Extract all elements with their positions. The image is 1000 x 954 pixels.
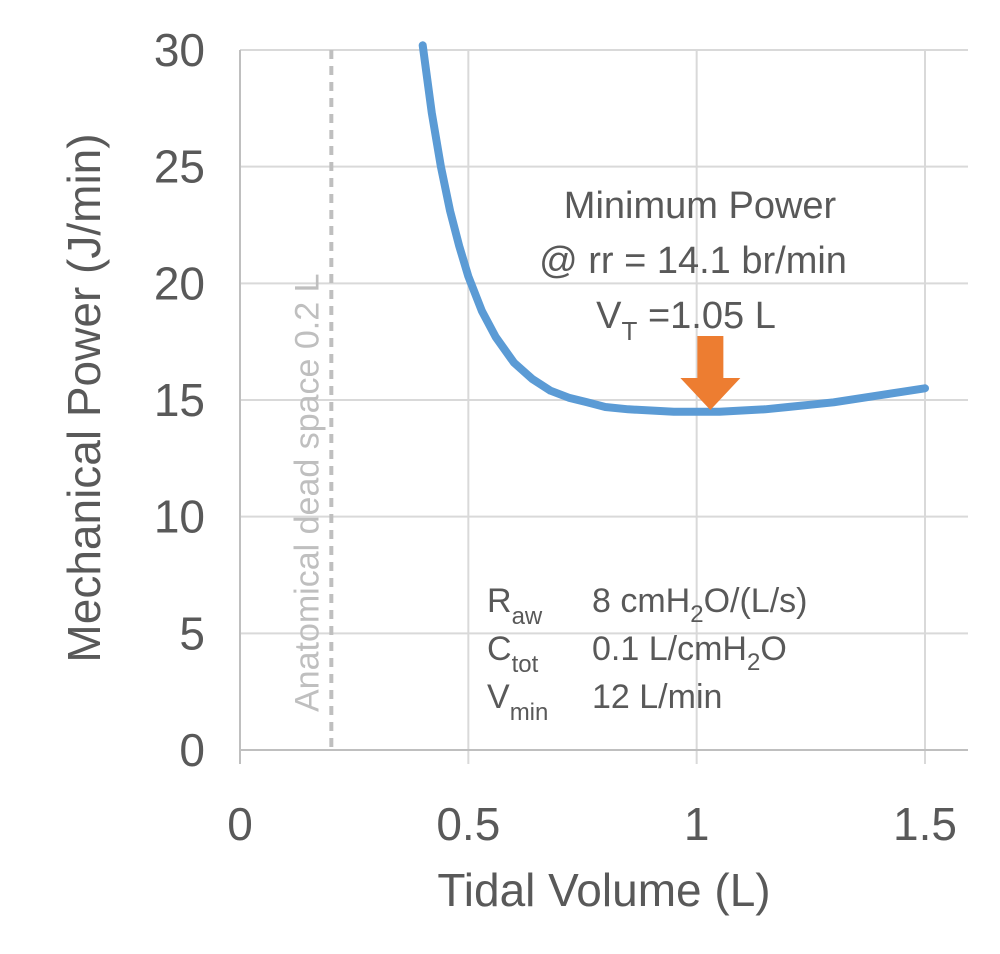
parameter-value: 0.1 L/cmH2O (592, 630, 787, 676)
y-tick-label: 30 (154, 24, 205, 76)
minimum-arrow (680, 336, 741, 410)
x-tick-label: 0 (227, 798, 253, 850)
parameter-value: 8 cmH2O/(L/s) (592, 582, 808, 628)
annotation-tidal-volume: VT =1.05 L (596, 295, 776, 346)
x-tick-label: 0.5 (436, 798, 500, 850)
annotation-vt-main: V (596, 295, 622, 337)
y-tick-label: 5 (179, 607, 205, 659)
x-tick-label: 1.5 (893, 798, 957, 850)
annotation-vt-rest: =1.05 L (637, 295, 775, 337)
y-tick-label: 15 (154, 374, 205, 426)
parameter-value: 12 L/min (592, 678, 722, 716)
x-axis-title: Tidal Volume (L) (437, 864, 770, 916)
y-axis-title: Mechanical Power (J/min) (58, 133, 110, 662)
tick-labels: 0 5 10 15 20 25 30 0 0.5 1 1.5 (154, 24, 957, 850)
y-tick-label: 20 (154, 257, 205, 309)
dead-space-label: Anatomical dead space 0.2 L (288, 273, 326, 712)
y-tick-label: 0 (179, 724, 205, 776)
grid-lines (239, 49, 968, 764)
annotation-respiratory-rate: @ rr = 14.1 br/min (539, 240, 847, 282)
parameter-symbol: Ctot (487, 630, 539, 678)
parameter-symbol: Vmin (487, 678, 548, 726)
parameter-symbol: Raw (487, 582, 543, 630)
series-line (418, 41, 929, 416)
y-tick-label: 25 (154, 141, 205, 193)
annotation-minimum-power: Minimum Power (564, 185, 837, 227)
parameter-list: Raw 8 cmH2O/(L/s) Ctot 0.1 L/cmH2O Vmin 12 L/… (487, 582, 808, 726)
y-tick-label: 10 (154, 491, 205, 543)
x-tick-label: 1 (684, 798, 710, 850)
annotation-vt-sub: T (622, 316, 638, 346)
